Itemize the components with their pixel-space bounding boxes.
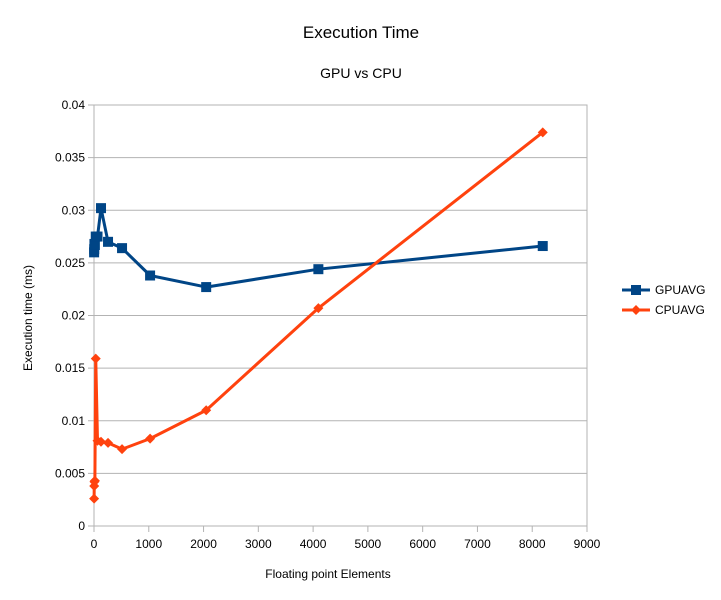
y-tick-label: 0.02	[62, 309, 86, 323]
x-tick-label: 3000	[245, 537, 272, 551]
y-tick-label: 0.01	[62, 414, 86, 428]
legend: GPUAVG CPUAVG	[622, 283, 705, 317]
y-tick-label: 0.035	[55, 151, 85, 165]
y-tick-label: 0.025	[55, 256, 85, 270]
y-tick-label: 0.04	[62, 98, 86, 112]
legend-item-cpuavg: CPUAVG	[622, 303, 705, 317]
series-cpuavg	[89, 127, 548, 504]
y-tick-label: 0	[78, 519, 85, 533]
x-tick-label: 4000	[300, 537, 327, 551]
data-point-gpuavg	[96, 203, 107, 214]
legend-label: GPUAVG	[655, 283, 705, 297]
data-point-cpuavg	[313, 303, 324, 314]
chart-title: Execution Time	[303, 23, 419, 42]
legend-marker	[631, 285, 641, 295]
legend-item-gpuavg: GPUAVG	[622, 283, 705, 297]
x-tick-label: 7000	[464, 537, 491, 551]
data-point-gpuavg	[201, 282, 212, 293]
x-tick-label: 2000	[190, 537, 217, 551]
data-point-cpuavg	[145, 433, 156, 444]
data-point-cpuavg	[201, 405, 212, 416]
series	[89, 127, 548, 504]
data-point-cpuavg	[117, 444, 128, 455]
x-tick-label: 1000	[135, 537, 162, 551]
legend-marker	[631, 305, 641, 315]
data-point-cpuavg	[89, 493, 100, 504]
y-tick-label: 0.005	[55, 466, 85, 480]
data-point-gpuavg	[537, 241, 548, 252]
data-point-gpuavg	[117, 243, 128, 254]
x-tick-label: 8000	[519, 537, 546, 551]
plot-frame	[93, 104, 588, 527]
data-point-gpuavg	[145, 270, 156, 281]
x-tick-label: 6000	[409, 537, 436, 551]
x-tick-label: 0	[91, 537, 98, 551]
y-tick-label: 0.03	[62, 203, 86, 217]
data-point-cpuavg	[537, 127, 548, 138]
x-tick-label: 5000	[355, 537, 382, 551]
y-tick-label: 0.015	[55, 361, 85, 375]
data-point-gpuavg	[92, 231, 103, 242]
data-point-cpuavg	[89, 475, 100, 486]
chart-subtitle: GPU vs CPU	[320, 65, 402, 81]
x-tick-labels: 0 1000 2000 3000 4000 5000 6000 7000 8000 9000	[91, 537, 601, 551]
axes	[88, 104, 588, 532]
legend-label: CPUAVG	[655, 303, 705, 317]
data-point-cpuavg	[103, 437, 114, 448]
series-line-gpuavg	[92, 206, 543, 289]
x-tick-label: 9000	[574, 537, 601, 551]
data-point-cpuavg	[90, 353, 101, 364]
data-point-gpuavg	[103, 236, 114, 247]
x-axis-title: Floating point Elements	[265, 567, 390, 581]
data-point-gpuavg	[313, 264, 324, 275]
data-point-cpuavg	[96, 436, 107, 447]
y-tick-labels: 0 0.005 0.01 0.015 0.02 0.025 0.03 0.035 0.04	[55, 98, 85, 533]
data-point-gpuavg	[89, 239, 100, 250]
y-axis-title: Execution time (ms)	[21, 265, 35, 371]
gridlines	[94, 104, 587, 474]
series-gpuavg	[89, 203, 548, 293]
